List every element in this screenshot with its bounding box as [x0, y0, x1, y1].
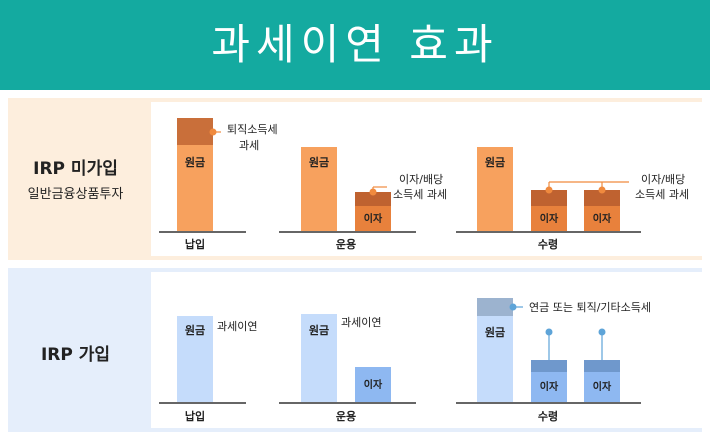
stage-label: 납입	[185, 237, 205, 251]
principal-bar	[301, 147, 337, 231]
row-sublabel: 일반금융상품투자	[27, 187, 124, 202]
page-title: 과세이연 효과	[211, 20, 499, 69]
principal-label: 원금	[309, 323, 329, 337]
row-label: IRP 가입	[40, 345, 111, 365]
flow-diagram-without-irp: 원금 퇴직소득세 과세 납입 원금 이자 이자/배당 소득세 과세 운용	[159, 118, 689, 251]
tax-note-line: 소득세 과세	[393, 188, 447, 201]
tax-block	[177, 118, 213, 145]
principal-bar	[477, 147, 513, 231]
diagram-panel-with-irp: 원금 과세이연 납입 원금 과세이연 이자 운용 원금 연금 또는 퇴직/기타소…	[151, 272, 706, 428]
principal-label: 원금	[185, 323, 205, 337]
leader-dot	[369, 188, 377, 196]
interest-label: 이자	[540, 212, 559, 225]
interest-label: 이자	[593, 380, 612, 393]
interest-tax-block	[584, 360, 620, 372]
tax-note-line: 이자/배당	[641, 173, 685, 186]
principal-bar	[177, 316, 213, 402]
stage-label: 납입	[185, 409, 205, 423]
principal-label: 원금	[485, 155, 505, 169]
tax-note-line: 소득세 과세	[635, 188, 689, 201]
row-label-group: IRP 미가입 일반금융상품투자	[8, 154, 143, 202]
interest-bar	[584, 372, 620, 402]
tax-note-line: 과세	[239, 139, 259, 152]
row-with-irp: IRP 가입 원금 과세이연 납입 원금 과세이연 이자 운용 원금 연금 또는…	[8, 268, 706, 432]
row-label: IRP 미가입	[33, 159, 118, 179]
interest-label: 이자	[364, 378, 383, 391]
interest-bar	[355, 206, 391, 231]
diagram-panel-without-irp: 원금 퇴직소득세 과세 납입 원금 이자 이자/배당 소득세 과세 운용	[151, 102, 706, 256]
tax-note: 퇴직소득세 과세	[227, 123, 281, 152]
interest-tax-block	[584, 190, 620, 206]
interest-bar	[355, 367, 391, 402]
tax-note: 이자/배당 소득세 과세	[393, 173, 447, 201]
interest-bar	[531, 206, 567, 231]
header-banner: 과세이연 효과	[0, 0, 710, 90]
interest-bar	[531, 372, 567, 402]
row-label-group: IRP 가입	[8, 340, 143, 365]
leader-dot	[598, 186, 606, 194]
leader-dot	[598, 328, 606, 336]
principal-label: 원금	[309, 155, 329, 169]
tax-note-line: 이자/배당	[399, 173, 443, 186]
tax-note: 과세이연	[341, 316, 381, 329]
leader-dot	[545, 186, 553, 194]
leader-dot	[509, 303, 517, 311]
stage-label: 수령	[538, 238, 558, 251]
interest-label: 이자	[540, 380, 559, 393]
tax-note-line: 퇴직소득세	[227, 123, 278, 136]
interest-tax-block	[355, 192, 391, 206]
interest-tax-block	[531, 190, 567, 206]
tax-note: 이자/배당 소득세 과세	[635, 173, 689, 201]
principal-bar	[177, 145, 213, 231]
principal-bar	[477, 316, 513, 402]
interest-bar	[584, 206, 620, 231]
interest-label: 이자	[593, 212, 612, 225]
leader-dot	[209, 128, 217, 136]
stage-label: 운용	[336, 238, 356, 251]
leader-dot	[545, 328, 553, 336]
interest-label: 이자	[364, 212, 383, 225]
tax-block	[477, 298, 513, 316]
tax-note: 과세이연	[217, 320, 257, 333]
principal-label: 원금	[485, 325, 505, 339]
stage-label: 운용	[336, 410, 356, 423]
principal-bar	[301, 314, 337, 402]
row-without-irp: IRP 미가입 일반금융상품투자 원금 퇴직소득세 과세 납입 원금 이자	[8, 98, 706, 260]
interest-tax-block	[531, 360, 567, 372]
principal-label: 원금	[185, 155, 205, 169]
flow-diagram-with-irp: 원금 과세이연 납입 원금 과세이연 이자 운용 원금 연금 또는 퇴직/기타소…	[159, 298, 651, 423]
tax-note: 연금 또는 퇴직/기타소득세	[529, 301, 651, 314]
stage-label: 수령	[538, 410, 558, 423]
